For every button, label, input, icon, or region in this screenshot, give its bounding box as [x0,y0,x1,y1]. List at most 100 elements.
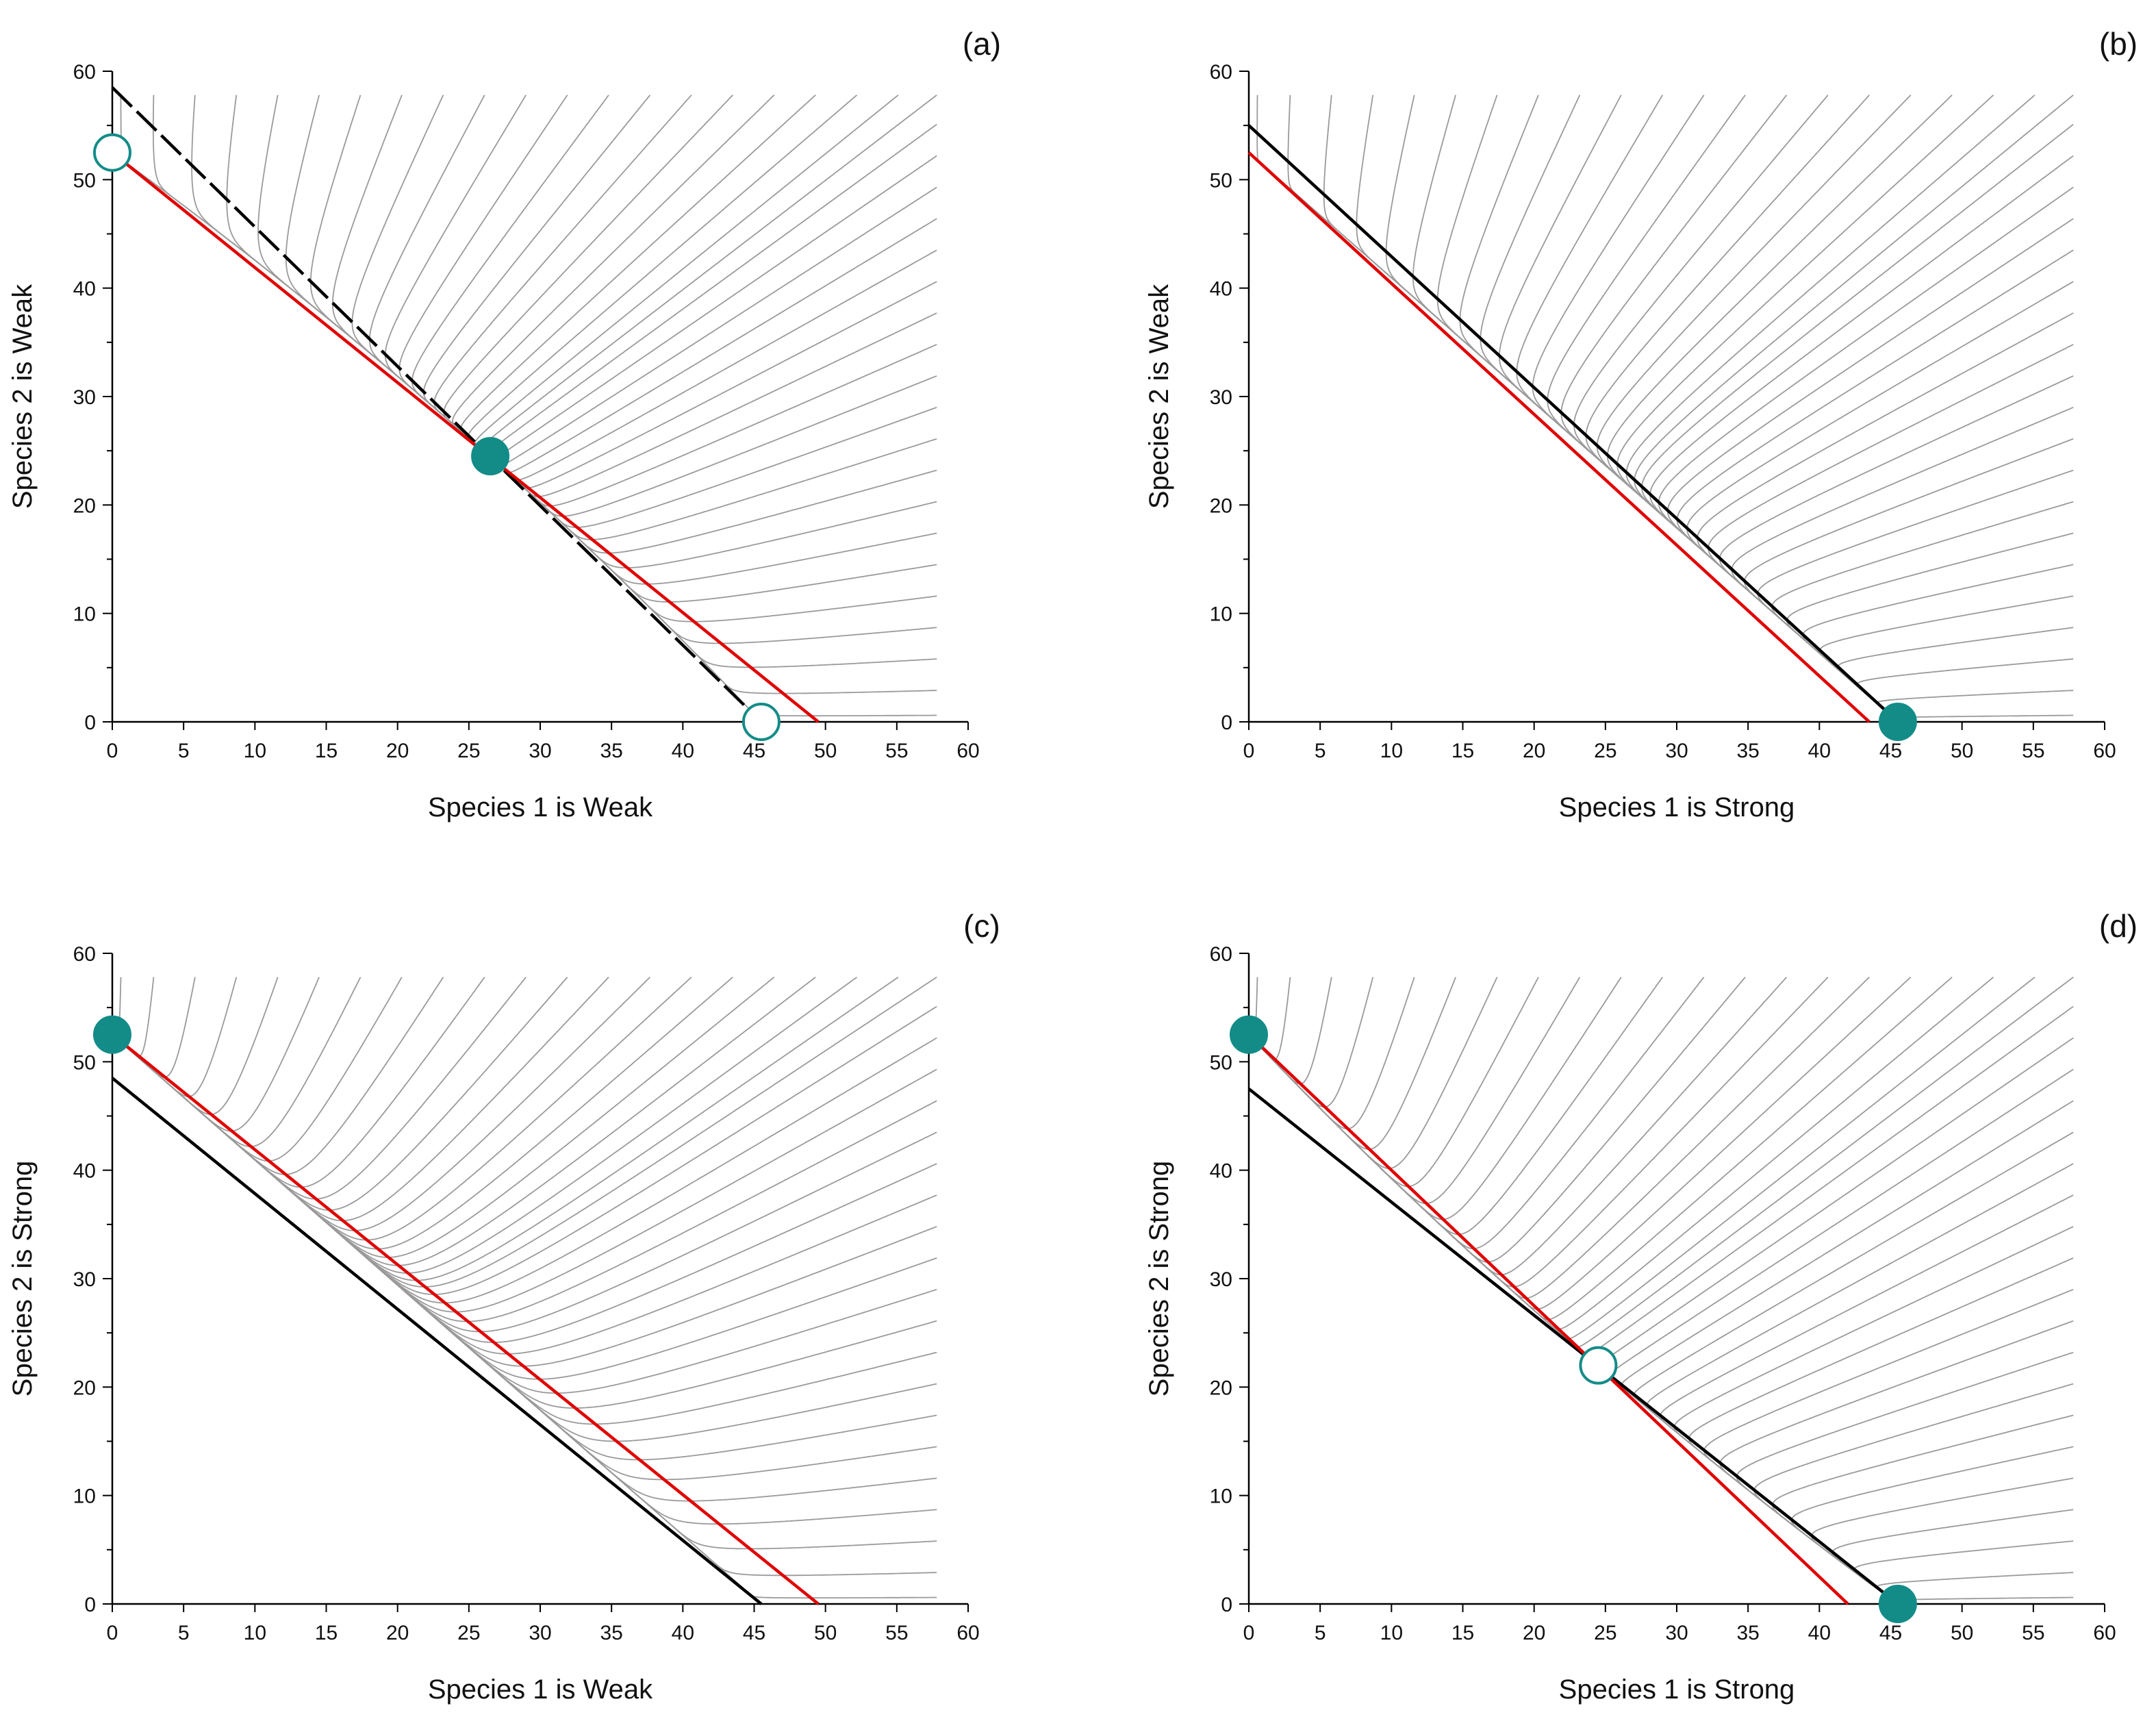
black-nullcline [1247,124,1899,723]
x-tick-label: 5 [178,740,190,762]
y-tick-label: 50 [1210,169,1232,192]
x-tick-label: 40 [1808,1622,1831,1644]
x-tick-label: 60 [956,1622,979,1644]
panel-label: (c) [963,908,1000,944]
y-tick-label: 10 [73,1485,96,1508]
y-tick-label: 0 [84,712,96,734]
x-tick-label: 20 [1523,740,1545,762]
trajectory-36 [1250,977,1912,1310]
trajectory-16 [1621,1100,2074,1603]
trajectory-18 [114,1036,937,1304]
trajectories [1250,977,2074,1605]
trajectory-36 [452,95,775,455]
y-tick-label: 60 [73,61,96,84]
x-tick-label: 30 [1665,740,1688,762]
x-tick-label: 5 [1315,740,1326,762]
y-tick-label: 40 [1210,1160,1232,1183]
trajectory-25 [285,95,488,455]
trajectory-17 [1658,186,2074,721]
trajectory-3 [1837,627,2074,720]
panel-label: (d) [2099,908,2138,944]
trajectory-39 [1625,95,2035,720]
red-nullcline [1247,1033,1849,1605]
x-tick-label: 30 [1665,1622,1688,1644]
y-tick-label: 50 [73,169,96,192]
trajectory-31 [1250,977,1705,1250]
trajectory-24 [257,95,489,456]
trajectory-41 [491,457,937,717]
x-tick-label: 15 [315,740,338,762]
trajectories [1256,95,2074,723]
trajectory-10 [1703,1288,2074,1603]
panel-label: (a) [963,26,1001,62]
trajectory-33 [1250,977,1788,1276]
trajectory-13 [1697,312,2074,721]
trajectory-41 [1892,714,2074,720]
x-tick-label: 55 [2022,740,2044,762]
y-tick-label: 30 [1210,1268,1232,1291]
panel-d: 0 5 10 15 20 25 30 35 40 45 50 55 60 0 10 20 30 40 50 60 Spe… [1144,908,2138,1705]
black-nullcline [111,86,763,723]
x-axis-label: Species 1 is Weak [428,1674,653,1705]
trajectory-38 [467,95,858,455]
x-tick-label: 10 [1380,1622,1403,1644]
x-tick-label: 20 [386,1622,409,1644]
stable-equilibrium [1878,703,1917,741]
x-tick-label: 55 [2022,1622,2044,1644]
trajectory-33 [422,95,651,456]
y-axis-label: Species 2 is Weak [1144,284,1174,509]
trajectory-21 [152,95,489,456]
trajectory-26 [1436,95,1897,721]
x-tick-label: 5 [178,1622,190,1644]
trajectory-25 [113,977,320,1132]
x-tick-label: 35 [600,740,622,762]
trajectory-37 [460,95,816,455]
trajectory-19 [1250,1005,2074,1357]
y-tick-label: 0 [1221,712,1232,734]
trajectory-1 [114,1036,937,1577]
y-tick-label: 40 [73,1160,96,1183]
panel-b: 0 5 10 15 20 25 30 35 40 45 50 55 60 0 10 20 30 40 50 60 Spe… [1144,26,2138,823]
trajectory-3 [114,1036,937,1525]
trajectory-17 [1608,1068,2074,1603]
black-nullcline [111,1077,763,1605]
trajectory-23 [1250,977,1374,1108]
trajectory-14 [491,281,937,489]
y-tick-label: 0 [1221,1594,1232,1616]
trajectories [113,977,937,1605]
trajectory-28 [1480,95,1897,721]
panel-a: 0 5 10 15 20 25 30 35 40 45 50 55 60 0 10 20 30 40 50 60 Spe… [8,26,1001,823]
trajectory-12 [1673,1226,2074,1603]
trajectory-28 [1250,977,1581,1205]
trajectory-12 [114,1036,937,1367]
x-tick-label: 25 [457,1622,480,1644]
trajectory-38 [1250,977,1994,1330]
x-tick-label: 35 [600,1622,622,1644]
x-tick-label: 30 [529,1622,551,1644]
trajectory-34 [1250,977,1829,1288]
trajectory-6 [1786,532,2074,720]
trajectory-7 [114,1036,937,1442]
trajectory-39 [474,95,899,455]
y-axis-label: Species 2 is Weak [8,284,38,509]
x-tick-label: 50 [814,1622,837,1644]
trajectory-30 [1516,95,1896,720]
trajectory-22 [191,95,489,455]
trajectory-34 [1573,95,1897,721]
trajectory-19 [1641,123,2074,721]
trajectory-11 [1719,375,2074,720]
trajectory-38 [1616,95,1994,720]
trajectory-39 [1250,977,2035,1340]
trajectory-22 [1323,95,1896,720]
x-tick-label: 60 [956,740,979,762]
trajectory-15 [1633,1131,2074,1603]
x-tick-label: 50 [814,740,837,762]
x-tick-label: 55 [885,740,908,762]
x-tick-label: 20 [1523,1622,1545,1644]
trajectory-19 [485,123,937,456]
unstable-equilibrium [1579,1346,1618,1385]
trajectory-17 [114,1036,937,1313]
trajectory-20 [1634,95,2074,721]
panel-label: (b) [2099,26,2138,62]
